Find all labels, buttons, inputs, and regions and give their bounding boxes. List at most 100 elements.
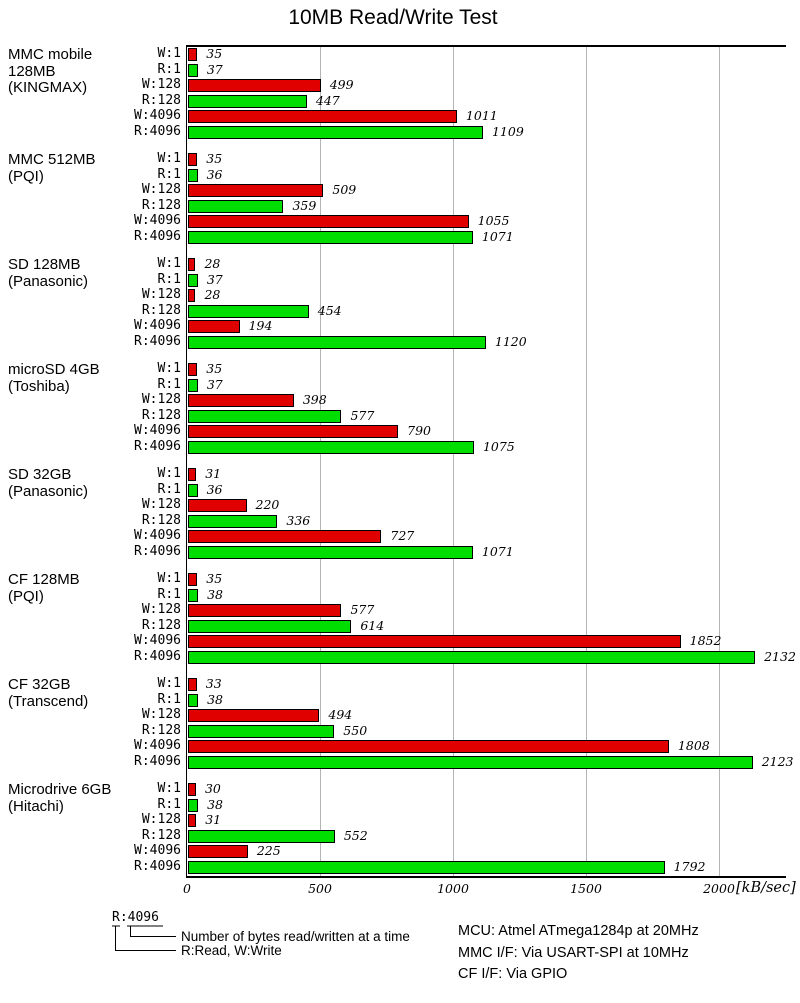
- read-bar: [188, 545, 473, 559]
- write-bar: [188, 425, 399, 438]
- write-bar: [188, 635, 681, 648]
- bar-category-label: R:128: [141, 407, 181, 423]
- read-bar: [188, 514, 278, 528]
- device-label: MMC mobile 128MB (KINGMAX): [8, 46, 173, 97]
- bar-value-label: 31: [205, 466, 222, 481]
- write-bar: [188, 363, 198, 376]
- bar-value-label: 2123: [761, 753, 794, 769]
- bar-value-label: 220: [255, 497, 280, 512]
- bar-category-label: W:128: [141, 812, 181, 827]
- bar-category-label: W:1: [157, 256, 181, 271]
- bar-category-label: R:128: [141, 722, 181, 738]
- gridline-1000: [452, 47, 454, 876]
- bar-value-label: 37: [206, 61, 223, 77]
- bar-category-label: R:4096: [134, 858, 181, 874]
- write-bar: [188, 153, 198, 166]
- bar-value-label: 398: [302, 392, 327, 407]
- bar-value-label: 1792: [673, 858, 706, 874]
- device-label-line: CF 32GB: [8, 676, 71, 693]
- bar-category-label: W:128: [141, 707, 181, 722]
- read-bar: [188, 650, 756, 664]
- bar-category-label: R:1: [157, 796, 181, 812]
- bar-value-label: 1808: [677, 738, 710, 753]
- x-tick-label: 2000: [703, 881, 735, 896]
- x-axis-unit-label: [kB/sec]: [736, 880, 796, 896]
- device-label-line: CF 128MB: [8, 571, 80, 588]
- bar-category-label: R:4096: [134, 438, 181, 454]
- x-tick-label: 0: [183, 881, 191, 896]
- bar-category-label: R:4096: [134, 543, 181, 559]
- gridline-500: [319, 47, 321, 876]
- device-label: SD 128MB (Panasonic): [8, 256, 173, 290]
- bar-category-label: R:1: [157, 481, 181, 497]
- bar-category-label: R:1: [157, 586, 181, 602]
- bar-value-label: 36: [206, 166, 223, 182]
- bar-value-label: 1071: [481, 543, 514, 559]
- bar-value-label: 577: [350, 602, 375, 617]
- bar-value-label: 30: [204, 781, 221, 796]
- read-bar: [188, 273, 198, 287]
- bar-value-label: 790: [407, 423, 431, 438]
- bar-value-label: 359: [292, 197, 317, 213]
- write-bar: [188, 215, 469, 228]
- write-bar: [188, 530, 382, 543]
- bar-value-label: 550: [343, 722, 368, 738]
- legend-rw-note: R:Read, W:Write: [181, 943, 282, 958]
- legend-sample-label: R:4096: [112, 910, 159, 925]
- bar-value-label: 35: [206, 361, 223, 376]
- bar-value-label: 28: [204, 256, 221, 271]
- bar-value-label: 1071: [481, 228, 514, 244]
- hardware-note-line: MMC I/F: Via USART-SPI at 10MHz: [458, 944, 689, 961]
- read-bar: [188, 440, 474, 454]
- bar-value-label: 28: [204, 287, 221, 302]
- bar-category-label: R:1: [157, 271, 181, 287]
- bar-category-label: W:1: [157, 46, 181, 61]
- bar-category-label: R:128: [141, 827, 181, 843]
- write-bar: [188, 258, 196, 271]
- bar-category-label: R:1: [157, 166, 181, 182]
- device-label-line: SD 128MB: [8, 256, 81, 273]
- bar-value-label: 194: [248, 318, 273, 333]
- bar-category-label: W:1: [157, 361, 181, 376]
- read-bar: [188, 378, 198, 392]
- write-bar: [188, 320, 240, 333]
- device-label-line: (Panasonic): [8, 482, 89, 500]
- bar-category-label: R:1: [157, 376, 181, 392]
- gridline-1500: [585, 47, 587, 876]
- bar-value-label: 35: [206, 151, 223, 166]
- write-bar: [188, 79, 321, 92]
- hardware-notes: MCU: Atmel ATmega1284p at 20MHz MMC I/F: …: [458, 921, 699, 986]
- device-label-line: (KINGMAX): [8, 79, 88, 96]
- device-label-line: (Panasonic): [8, 272, 89, 290]
- bar-value-label: 727: [390, 528, 415, 543]
- write-bar: [188, 709, 320, 722]
- bar-value-label: 577: [350, 407, 375, 423]
- bar-category-label: W:4096: [134, 318, 181, 333]
- bar-value-label: 37: [206, 376, 223, 392]
- read-bar: [188, 125, 483, 139]
- read-bar: [188, 483, 198, 497]
- read-bar: [188, 168, 198, 182]
- write-bar: [188, 845, 248, 858]
- bar-category-label: W:1: [157, 466, 181, 481]
- bar-category-label: W:4096: [134, 528, 181, 543]
- read-bar: [188, 693, 199, 707]
- bar-value-label: 336: [286, 512, 311, 528]
- bar-category-label: W:128: [141, 287, 181, 302]
- x-tick-label: 1500: [570, 881, 602, 896]
- device-label: MMC 512MB (PQI): [8, 151, 173, 185]
- gridline-2000: [718, 47, 720, 876]
- device-label-line: 128MB: [8, 62, 56, 80]
- bar-category-label: W:4096: [134, 108, 181, 123]
- bar-value-label: 1075: [482, 438, 515, 454]
- read-bar: [188, 588, 199, 602]
- bar-value-label: 552: [343, 827, 368, 843]
- chart-title: 10MB Read/Write Test: [288, 6, 498, 29]
- write-bar: [188, 184, 324, 197]
- write-bar: [188, 48, 198, 61]
- bar-category-label: W:4096: [134, 633, 181, 648]
- bar-category-label: W:1: [157, 781, 181, 796]
- bar-category-label: W:4096: [134, 738, 181, 753]
- read-bar: [188, 409, 342, 423]
- bar-value-label: 509: [332, 182, 357, 197]
